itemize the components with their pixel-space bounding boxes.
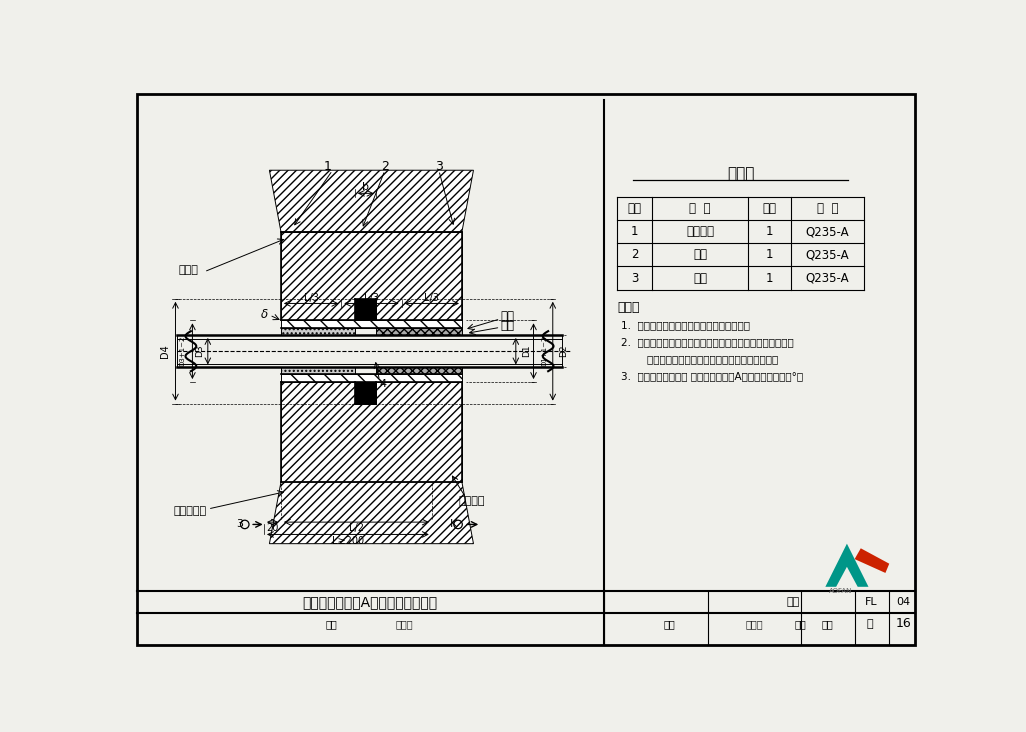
Text: Q235-A: Q235-A [805, 225, 850, 239]
Text: 挡圈: 挡圈 [694, 272, 707, 285]
Text: 1: 1 [765, 225, 774, 239]
Text: 2: 2 [381, 160, 389, 173]
Polygon shape [270, 171, 473, 232]
Text: 材料表: 材料表 [727, 167, 754, 182]
Text: 20: 20 [267, 523, 279, 534]
Text: 迎水面: 迎水面 [179, 264, 198, 274]
Text: 石棉水泥: 石棉水泥 [458, 496, 484, 507]
Polygon shape [281, 367, 355, 374]
Text: 设计: 设计 [822, 619, 833, 629]
Polygon shape [270, 482, 473, 544]
Polygon shape [825, 544, 868, 587]
Text: Q235-A: Q235-A [805, 248, 850, 261]
Text: D3+1~2: D3+1~2 [180, 336, 186, 367]
Text: 序号: 序号 [628, 202, 642, 215]
Text: 3: 3 [631, 272, 638, 285]
Polygon shape [281, 232, 462, 321]
Text: Q235-A: Q235-A [805, 272, 850, 285]
Text: AOFAN: AOFAN [829, 589, 853, 594]
Text: 1: 1 [323, 160, 331, 173]
Text: 材  料: 材 料 [817, 202, 838, 215]
Text: 翼环: 翼环 [694, 248, 707, 261]
Polygon shape [281, 374, 462, 382]
Polygon shape [377, 328, 462, 335]
Text: δ: δ [261, 307, 268, 321]
Text: 04: 04 [896, 597, 910, 608]
Text: 2: 2 [631, 248, 638, 261]
Text: 16: 16 [896, 617, 911, 630]
Text: 3: 3 [435, 160, 443, 173]
Text: 刚性防水套管（A型）安装图（二）: 刚性防水套管（A型）安装图（二） [302, 595, 437, 609]
Text: L/3: L/3 [425, 293, 439, 303]
Text: L/3: L/3 [364, 293, 379, 303]
Text: 无毒密封膏: 无毒密封膏 [173, 507, 206, 516]
Text: 3.  其他要求见本图集 刚性防水套管（A型）安装图（一）°。: 3. 其他要求见本图集 刚性防水套管（A型）安装图（一）°。 [622, 371, 803, 381]
Text: 1: 1 [765, 272, 774, 285]
Text: 3: 3 [237, 520, 243, 529]
Text: D3: D3 [196, 345, 204, 357]
Text: 页: 页 [867, 619, 873, 629]
Text: 1: 1 [765, 248, 774, 261]
Text: K: K [449, 520, 457, 529]
Text: L≥200: L≥200 [331, 536, 364, 545]
Text: 名  称: 名 称 [689, 202, 711, 215]
Text: 各接触面无锈蚀、漆皮、污物，且干净、干燥。: 各接触面无锈蚀、漆皮、污物，且干净、干燥。 [622, 354, 779, 365]
Text: 4: 4 [379, 378, 386, 389]
Text: 1: 1 [631, 225, 638, 239]
Text: 审核: 审核 [325, 619, 337, 629]
Polygon shape [281, 321, 462, 328]
Text: D2: D2 [559, 345, 568, 357]
Text: 说明: 说明 [795, 619, 806, 629]
Text: FL: FL [865, 597, 878, 608]
Text: 1.  本图适用于饮用水水池防水套管的安装。: 1. 本图适用于饮用水水池防水套管的安装。 [622, 321, 750, 330]
Text: 钢管: 钢管 [501, 319, 514, 332]
Text: D1: D1 [522, 345, 531, 357]
Polygon shape [377, 367, 462, 374]
Text: 说明：: 说明： [618, 301, 640, 314]
Text: 数量: 数量 [762, 202, 777, 215]
Text: D4: D4 [160, 344, 169, 358]
Text: L/3: L/3 [304, 293, 318, 303]
Polygon shape [281, 382, 462, 482]
Text: 汪海波: 汪海波 [395, 619, 413, 629]
Text: 油麻: 油麻 [501, 310, 514, 323]
Text: 2.  在石棉水泥填打完毕后进行。填嵌密封膏时，应保证缝内: 2. 在石棉水泥填打完毕后进行。填嵌密封膏时，应保证缝内 [622, 337, 794, 347]
Polygon shape [855, 548, 890, 573]
Text: D1+1~2: D1+1~2 [542, 336, 547, 367]
Text: L/2: L/2 [349, 523, 364, 534]
Text: b: b [362, 182, 369, 193]
Polygon shape [355, 299, 377, 321]
Text: 校对: 校对 [664, 619, 676, 629]
Polygon shape [281, 328, 355, 335]
Polygon shape [355, 382, 377, 403]
Text: 钢制套管: 钢制套管 [686, 225, 714, 239]
Text: 图集: 图集 [786, 597, 799, 608]
Text: 陈香明: 陈香明 [746, 619, 763, 629]
